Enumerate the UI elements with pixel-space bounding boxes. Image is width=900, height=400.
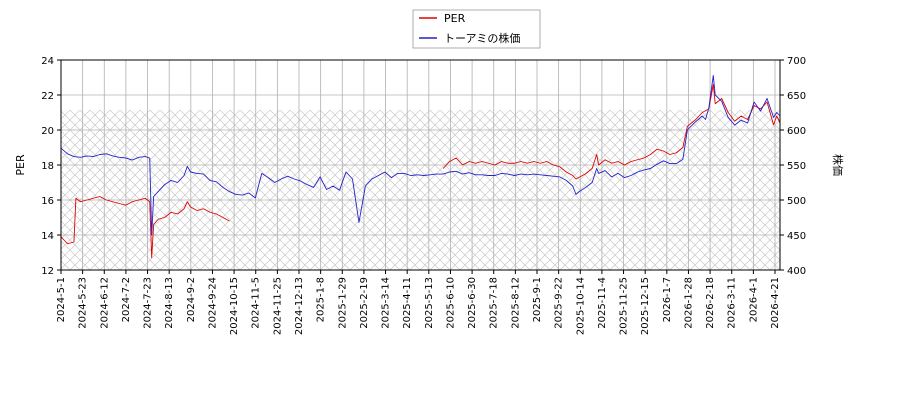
x-tick-label: 2026-3-11 — [727, 277, 738, 329]
left-tick-label: 12 — [41, 266, 54, 277]
x-tick-label: 2024-10-15 — [229, 277, 240, 335]
series-lines — [61, 74, 780, 259]
per-line — [442, 84, 780, 180]
x-tick-label: 2025-2-19 — [359, 277, 370, 329]
x-tick-label: 2024-5-23 — [78, 277, 89, 329]
legend-box — [412, 9, 541, 49]
left-tick-label: 14 — [41, 231, 54, 242]
x-axis: 2024-5-1 2024-5-23 2024-6-12 2024-7-2 2024-7… — [56, 270, 781, 335]
legend-price-label: トーアミの株価 — [444, 31, 520, 45]
x-tick-label: 2024-12-13 — [294, 277, 305, 335]
x-tick-label: 2024-7-2 — [121, 277, 132, 322]
x-tick-label: 2025-4-11 — [402, 277, 413, 329]
x-tick-label: 2026-1-28 — [683, 277, 694, 329]
x-tick-label: 2025-9-22 — [554, 277, 565, 329]
hatched-region — [61, 110, 780, 270]
x-tick-label: 2025-8-12 — [510, 277, 521, 329]
left-tick-label: 22 — [41, 91, 54, 102]
x-tick-label: 2026-4-1 — [748, 277, 759, 322]
x-tick-label: 2024-11-5 — [251, 277, 262, 329]
right-tick-label: 450 — [787, 231, 806, 242]
legend-per-label: PER — [444, 12, 466, 25]
x-tick-label: 2025-12-15 — [640, 277, 651, 335]
x-tick-label: 2024-5-1 — [56, 277, 67, 322]
x-tick-label: 2025-1-29 — [337, 277, 348, 329]
x-tick-label: 2024-7-23 — [143, 277, 154, 329]
x-tick-label: 2025-6-30 — [467, 277, 478, 329]
left-axis-title: PER — [14, 154, 27, 176]
per-line — [61, 196, 230, 259]
right-tick-label: 500 — [787, 196, 806, 207]
left-tick-label: 24 — [41, 56, 54, 67]
x-tick-label: 2026-4-21 — [770, 277, 781, 329]
x-tick-label: 2024-11-25 — [272, 277, 283, 335]
x-tick-label: 2025-7-18 — [489, 277, 500, 329]
x-tick-label: 2024-9-24 — [207, 277, 218, 329]
x-tick-label: 2025-10-14 — [575, 277, 586, 335]
right-tick-label: 650 — [787, 91, 806, 102]
left-axis: 12 14 16 18 20 22 24 — [41, 56, 61, 277]
legend: PER トーアミの株価 — [412, 9, 541, 49]
right-axis-title: 株価 — [831, 154, 845, 176]
right-tick-label: 600 — [787, 126, 806, 137]
x-tick-label: 2024-8-13 — [164, 277, 175, 329]
price-line — [61, 74, 780, 236]
x-tick-label: 2025-5-13 — [424, 277, 435, 329]
x-tick-label: 2025-11-4 — [597, 277, 608, 329]
right-axis: 400 450 500 550 600 650 700 — [780, 56, 806, 277]
x-tick-label: 2025-1-8 — [316, 277, 327, 322]
left-tick-label: 16 — [41, 196, 54, 207]
x-tick-label: 2025-11-25 — [619, 277, 630, 335]
x-tick-label: 2025-3-14 — [381, 277, 392, 329]
x-tick-label: 2026-1-7 — [662, 277, 673, 322]
left-tick-label: 20 — [41, 126, 54, 137]
right-tick-label: 400 — [787, 266, 806, 277]
right-tick-label: 550 — [787, 161, 806, 172]
x-tick-label: 2025-9-1 — [532, 277, 543, 322]
x-tick-label: 2024-6-12 — [99, 277, 110, 329]
right-tick-label: 700 — [787, 56, 806, 67]
x-tick-label: 2026-2-18 — [705, 277, 716, 329]
left-tick-label: 18 — [41, 161, 54, 172]
x-tick-label: 2025-6-10 — [445, 277, 456, 329]
x-tick-label: 2024-9-2 — [186, 277, 197, 322]
